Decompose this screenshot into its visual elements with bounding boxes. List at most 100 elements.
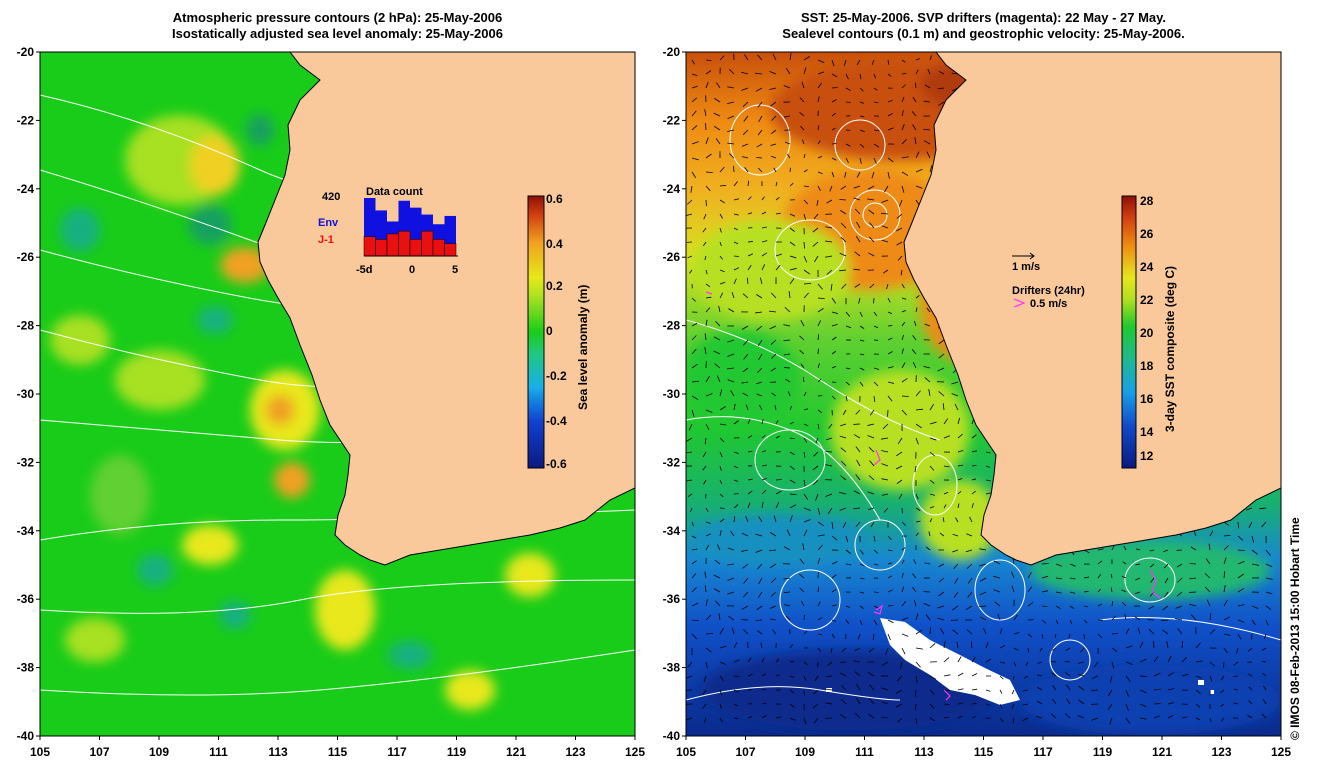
velocity-arrow [769, 310, 777, 313]
velocity-arrow [887, 395, 893, 402]
velocity-arrow [716, 375, 721, 383]
velocity-arrow [690, 507, 693, 513]
velocity-arrow [1012, 717, 1015, 724]
velocity-arrow [769, 605, 777, 609]
velocity-arrow [873, 129, 880, 132]
velocity-arrow [744, 167, 749, 173]
velocity-arrow [769, 71, 777, 75]
velocity-arrow [901, 547, 906, 551]
velocity-arrow [730, 390, 735, 397]
velocity-arrow [1148, 605, 1155, 610]
velocity-arrow [957, 478, 963, 481]
velocity-arrow [1233, 688, 1239, 691]
velocity-arrow [999, 689, 1003, 694]
velocity-arrow [915, 390, 921, 397]
velocity-arrow [760, 642, 763, 649]
velocity-arrow [887, 325, 893, 327]
velocity-arrow [1064, 660, 1071, 663]
velocity-arrow [817, 617, 823, 621]
velocity-arrow [887, 127, 894, 131]
velocity-arrow [789, 703, 795, 708]
velocity-arrow [957, 464, 963, 467]
inset-j1-bar [398, 230, 411, 257]
velocity-arrow [691, 97, 698, 103]
velocity-arrow [845, 325, 852, 329]
velocity-arrow [887, 157, 894, 163]
velocity-arrow [803, 675, 807, 681]
velocity-arrow [799, 112, 805, 117]
velocity-arrow [703, 479, 707, 485]
velocity-arrow [775, 196, 780, 201]
velocity-arrow [1068, 633, 1071, 639]
velocity-arrow [999, 628, 1003, 635]
velocity-arrow [901, 297, 907, 300]
velocity-arrow [705, 283, 711, 288]
velocity-arrow [912, 335, 917, 341]
velocity-arrow [789, 451, 795, 456]
velocity-arrow [929, 451, 936, 457]
right-x-tick-label: 105 [676, 745, 696, 759]
velocity-arrow [1262, 672, 1267, 677]
velocity-arrow [970, 641, 973, 649]
velocity-arrow [1037, 674, 1043, 677]
velocity-arrow [867, 672, 875, 677]
velocity-arrow [859, 87, 864, 92]
velocity-arrow [938, 339, 945, 345]
velocity-arrow [1097, 633, 1103, 639]
left-x-tick-label: 109 [149, 745, 169, 759]
velocity-arrow [783, 339, 791, 342]
velocity-arrow [817, 308, 824, 313]
velocity-arrow [943, 504, 947, 509]
velocity-arrow [896, 241, 903, 246]
inset-j1-bar [375, 239, 388, 257]
velocity-arrow [914, 137, 917, 145]
velocity-arrow [985, 465, 990, 468]
velocity-arrow [741, 605, 749, 610]
velocity-arrow [771, 353, 777, 359]
velocity-arrow [1139, 717, 1147, 720]
velocity-arrow [817, 297, 825, 300]
velocity-arrow [957, 503, 960, 509]
velocity-arrow [887, 297, 891, 303]
velocity-arrow [729, 68, 735, 75]
velocity-arrow [915, 661, 921, 668]
velocity-arrow [943, 418, 949, 425]
velocity-arrow [901, 647, 906, 655]
velocity-arrow [1011, 585, 1015, 593]
velocity-arrow [1035, 715, 1043, 719]
velocity-arrow [715, 138, 721, 145]
velocity-arrow [831, 521, 834, 529]
velocity-arrow [741, 71, 749, 75]
velocity-arrow [1208, 543, 1211, 551]
velocity-arrow [896, 227, 903, 232]
velocity-arrow [775, 501, 780, 509]
velocity-arrow [831, 395, 836, 400]
velocity-arrow [789, 278, 795, 285]
velocity-arrow [859, 129, 865, 132]
velocity-arrow [1111, 615, 1116, 621]
right-map-title: SST: 25-May-2006. SVP drifters (magenta)… [686, 10, 1281, 42]
velocity-arrow [901, 283, 905, 289]
velocity-arrow [733, 689, 739, 693]
velocity-arrow [831, 561, 838, 565]
sla-colorbar-label: Sea level anomaly (m) [576, 285, 590, 410]
velocity-arrow [999, 645, 1006, 649]
velocity-arrow [966, 533, 973, 537]
velocity-arrow [929, 479, 935, 484]
velocity-arrow [943, 716, 950, 719]
velocity-arrow [885, 647, 889, 655]
velocity-arrow [803, 479, 806, 487]
velocity-arrow [747, 490, 753, 495]
velocity-arrow [840, 447, 847, 453]
velocity-arrow [868, 252, 875, 257]
velocity-arrow [971, 688, 978, 691]
velocity-arrow [771, 115, 777, 121]
sst-colorbar: 28 26 24 22 20 18 16 14 12 3-day SST com… [1121, 194, 1177, 469]
velocity-arrow [881, 478, 889, 481]
velocity-arrow [761, 715, 767, 719]
velocity-arrow [881, 225, 889, 229]
velocity-arrow [813, 451, 819, 457]
velocity-arrow [1078, 699, 1085, 705]
velocity-arrow [1022, 717, 1029, 722]
sla-tick-0.4: 0.4 [546, 237, 563, 251]
